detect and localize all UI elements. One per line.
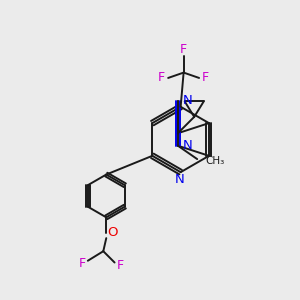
Text: F: F	[78, 257, 85, 270]
Text: F: F	[158, 71, 165, 84]
Text: O: O	[108, 226, 118, 239]
Text: N: N	[182, 139, 192, 152]
Text: CH₃: CH₃	[206, 156, 225, 166]
Text: F: F	[202, 71, 209, 84]
Text: F: F	[117, 259, 124, 272]
Text: F: F	[180, 43, 187, 56]
Text: N: N	[182, 94, 192, 107]
Text: N: N	[174, 173, 184, 186]
